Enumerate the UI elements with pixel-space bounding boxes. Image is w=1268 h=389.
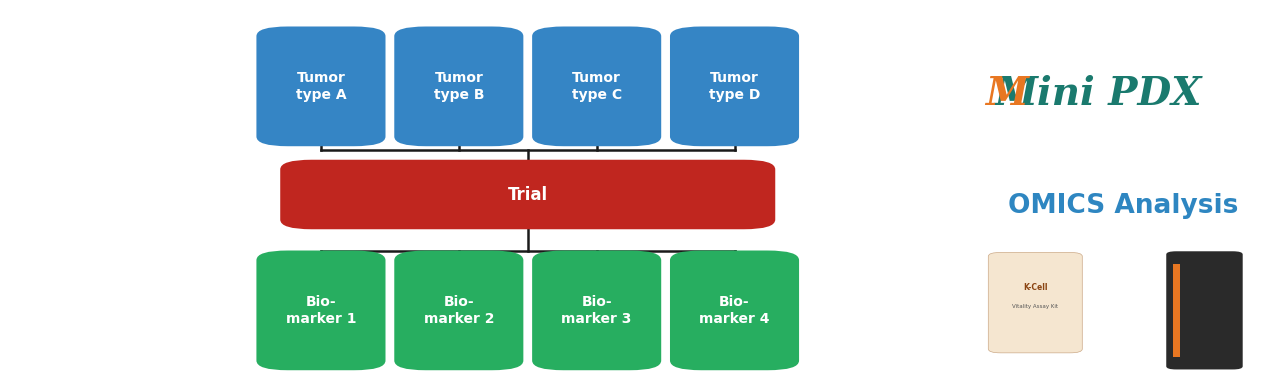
Text: Mini PDX: Mini PDX bbox=[994, 75, 1202, 113]
Text: Tumor
type B: Tumor type B bbox=[434, 71, 484, 102]
FancyBboxPatch shape bbox=[394, 251, 524, 370]
Text: Bio-
marker 2: Bio- marker 2 bbox=[424, 295, 495, 326]
FancyBboxPatch shape bbox=[394, 26, 524, 146]
FancyBboxPatch shape bbox=[280, 160, 775, 229]
Text: Trial: Trial bbox=[507, 186, 548, 203]
FancyBboxPatch shape bbox=[670, 26, 799, 146]
Text: Bio-
marker 1: Bio- marker 1 bbox=[285, 295, 356, 326]
Text: Bio-
marker 4: Bio- marker 4 bbox=[699, 295, 770, 326]
FancyBboxPatch shape bbox=[256, 26, 385, 146]
FancyBboxPatch shape bbox=[670, 251, 799, 370]
Text: OMICS Analysis: OMICS Analysis bbox=[1008, 193, 1239, 219]
Text: Tumor
type C: Tumor type C bbox=[572, 71, 621, 102]
FancyBboxPatch shape bbox=[988, 252, 1083, 353]
FancyBboxPatch shape bbox=[256, 251, 385, 370]
Text: Tumor
type A: Tumor type A bbox=[295, 71, 346, 102]
Text: M: M bbox=[985, 75, 1028, 113]
Text: Bio-
marker 3: Bio- marker 3 bbox=[562, 295, 631, 326]
Text: Tumor
type D: Tumor type D bbox=[709, 71, 761, 102]
FancyBboxPatch shape bbox=[1173, 264, 1181, 357]
FancyBboxPatch shape bbox=[1167, 251, 1243, 370]
FancyBboxPatch shape bbox=[533, 26, 661, 146]
Text: K-Cell: K-Cell bbox=[1023, 283, 1047, 292]
FancyBboxPatch shape bbox=[533, 251, 661, 370]
Text: Vitality Assay Kit: Vitality Assay Kit bbox=[1012, 304, 1059, 309]
